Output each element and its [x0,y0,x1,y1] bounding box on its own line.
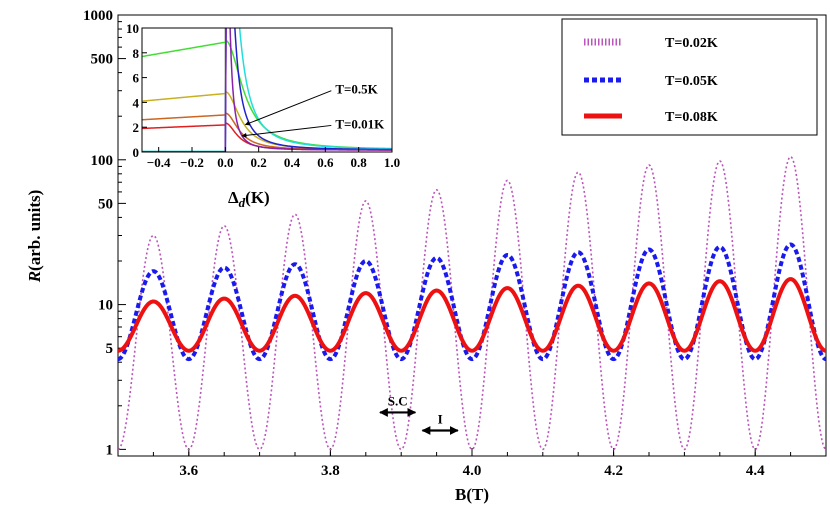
y-tick-label: 500 [91,52,114,68]
legend-label: T=0.08K [665,110,718,125]
inset-x-tick-label: 0.0 [217,155,233,170]
annotation-label: I [438,412,443,427]
inset-x-axis-title-rest: (K) [245,188,270,207]
y-tick-label: 1 [106,442,114,458]
y-tick-label: 1000 [83,8,113,24]
inset-x-axis-title-sub: d [239,195,246,210]
inset-y-tick-label: 8 [133,46,140,61]
svg-text:R(arb. units): R(arb. units) [25,190,44,284]
inset-x-axis-title: Δd(K) [228,188,270,210]
y-tick-label: 5 [106,341,114,357]
inset-chart: −0.4 −0.2 0.0 0.2 0.4 0.6 0.8 1.0 0 2 4 6 8 10 T=0.5K… [126,21,400,210]
inset-annotation-arrow [241,124,332,138]
inset-curve-T=0.05K [142,28,392,152]
x-tick-label: 3.8 [321,463,340,479]
annotation-label: S.C [388,393,408,408]
legend-label: T=0.02K [665,36,718,51]
inset-annotation-arrow [244,90,332,126]
inset-x-tick-label: −0.4 [147,155,171,170]
inset-x-tick-label: −0.2 [180,155,204,170]
inset-y-tick-label: 6 [133,71,140,86]
inset-annotation-label: T=0.5K [335,82,378,97]
inset-x-tick-label: 1.0 [384,155,400,170]
main-series [118,155,826,451]
y-tick-label: 100 [91,153,114,169]
y-tick-label: 50 [98,196,113,212]
inset-y-tick-label: 10 [126,21,139,36]
inset-annotation-label: T=0.01K [335,116,385,131]
y-axis-title: R(arb. units) [25,190,44,284]
series-line-T=0.08K [118,277,826,353]
inset-y-tick-label: 4 [133,95,140,110]
series-line-T=0.05K [118,242,826,362]
legend-label: T=0.05K [665,74,718,89]
field-annotations: S.C I [379,393,459,435]
y-axis-title-rest: (arb. units) [25,190,44,271]
x-tick-label: 3.6 [179,463,198,479]
inset-curves [142,28,392,152]
legend: T=0.02K T=0.05K T=0.08K [561,18,818,136]
inset-ticks: −0.4 −0.2 0.0 0.2 0.4 0.6 0.8 1.0 0 2 4 6 8 10 [126,21,400,170]
inset-x-tick-label: 0.6 [317,155,334,170]
inset-x-axis-title-main: Δ [228,188,239,207]
y-tick-label: 10 [98,298,113,314]
inset-y-tick-label: 0 [133,145,140,160]
x-tick-label: 4.2 [604,463,623,479]
y-axis-title-italic: R [25,271,44,283]
x-axis-title: B(T) [455,485,489,504]
inset-annotations: T=0.5K T=0.01K [241,82,385,138]
inset-x-tick-label: 0.4 [284,155,301,170]
inset-y-tick-label: 2 [133,120,140,135]
inset-frame [141,27,393,153]
x-tick-label: 4.4 [746,463,765,479]
inset-curve-T=0.01K [142,28,392,152]
series-line-T=0.02K [118,155,826,451]
inset-x-tick-label: 0.2 [251,155,267,170]
inset-x-tick-label: 0.8 [351,155,368,170]
x-tick-label: 4.0 [463,463,482,479]
